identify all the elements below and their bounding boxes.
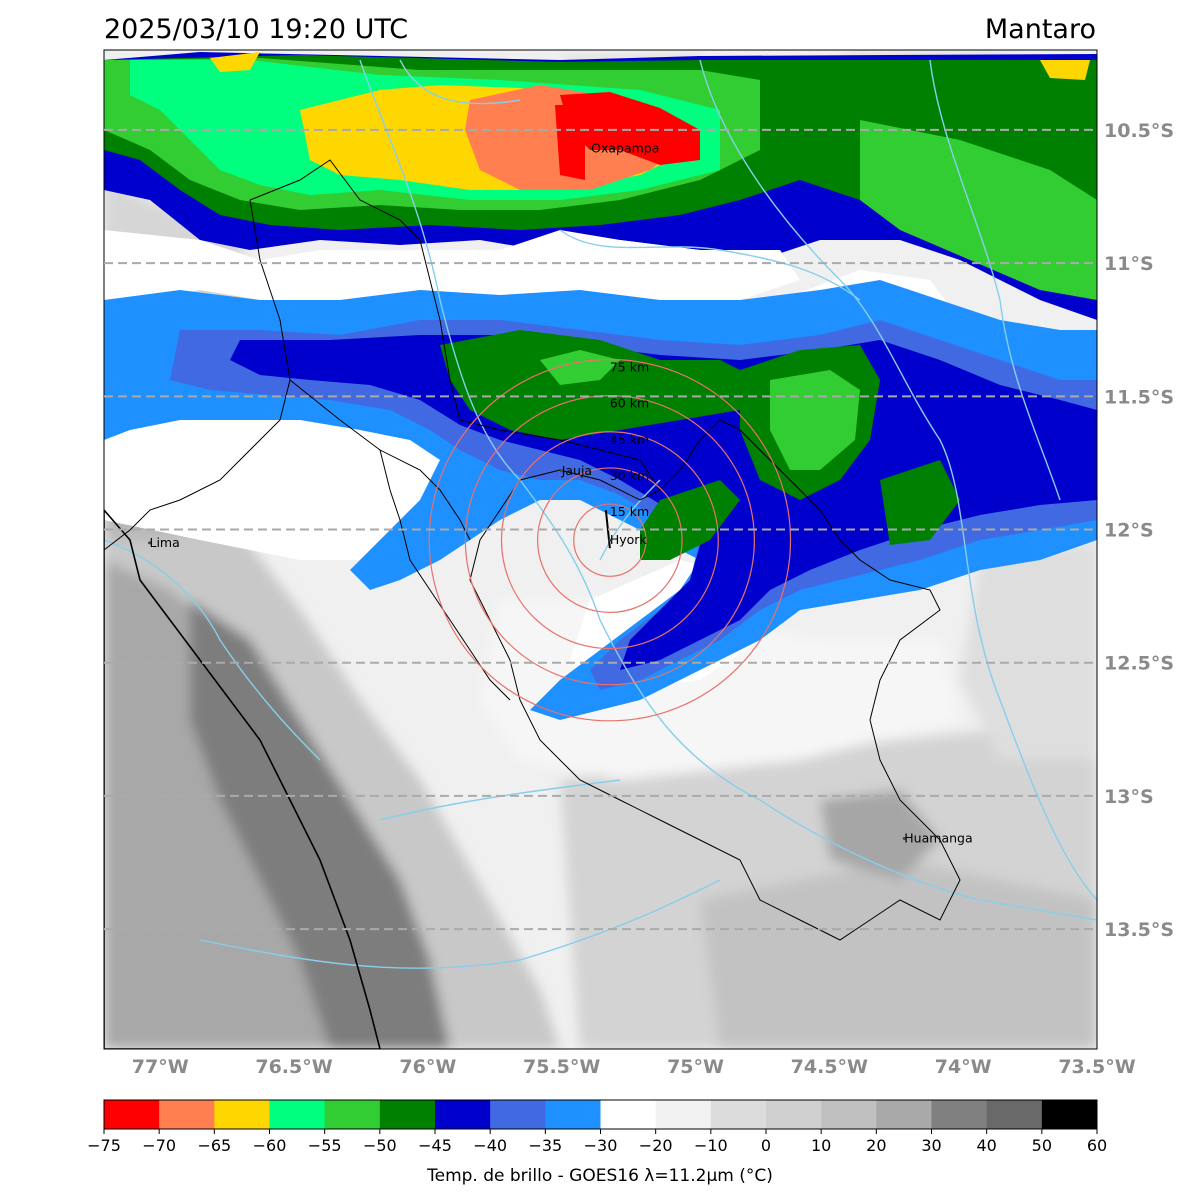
lat-tick-label: 12.5°S [1104, 653, 1174, 675]
lon-tick-label: 77°W [132, 1056, 189, 1078]
colorbar-tick-label: −45 [418, 1136, 452, 1155]
colorbar-tick-label: −70 [142, 1136, 176, 1155]
city-label: Lima [150, 535, 180, 550]
lon-tick-label: 73.5°W [1058, 1056, 1135, 1078]
colorbar-tick-label: −60 [253, 1136, 287, 1155]
colorbar-tick-label: 60 [1087, 1136, 1107, 1155]
city-dot [560, 469, 564, 473]
admin-borders [104, 159, 961, 941]
range-ring-label: 30 km [610, 468, 649, 483]
latitude-gridlines [104, 128, 1097, 931]
colorbar-swatch [214, 1100, 270, 1129]
temperature-colorbar: −75 −70 −65 −60 −55 −50 −45 −40 −35 −30 −20 −10 0 10 2… [87, 1099, 1107, 1155]
lon-tick-label: 76.5°W [255, 1056, 332, 1078]
city-label: Oxapampa [591, 141, 659, 156]
colorbar-tick-label: −65 [197, 1136, 231, 1155]
lon-tick-label: 74.5°W [791, 1056, 868, 1078]
colorbar-tick-label: 30 [921, 1136, 941, 1155]
range-ring [537, 467, 683, 614]
lon-tick-label: 75.5°W [523, 1056, 600, 1078]
lat-tick-label: 10.5°S [1104, 120, 1174, 142]
colorbar-tick-label: −20 [639, 1136, 673, 1155]
colorbar-swatch [600, 1100, 657, 1129]
range-ring [500, 431, 719, 650]
colorbar-swatch [379, 1100, 436, 1129]
lon-tick-label: 76°W [399, 1056, 456, 1078]
pacific-coastline [104, 508, 381, 1049]
latitude-labels: 10.5°S 11°S 11.5°S 12°S 12.5°S 13°S 13.5°S [1104, 120, 1174, 941]
range-ring [428, 358, 792, 722]
colorbar-tick-label: 40 [976, 1136, 996, 1155]
city-dot [902, 837, 906, 841]
radar-azimuth-marker [604, 510, 611, 549]
lat-tick-label: 13.5°S [1104, 919, 1174, 941]
range-ring-label: 15 km [610, 504, 649, 519]
colorbar-tick-label: −75 [87, 1136, 121, 1155]
colorbar-swatch [545, 1100, 601, 1129]
city-dot [589, 147, 593, 151]
colorbar-tick-label: 0 [761, 1136, 771, 1155]
colorbar-swatch [766, 1100, 822, 1129]
colorbar-swatch [710, 1100, 767, 1129]
colorbar-tick-label: 10 [811, 1136, 831, 1155]
convective-cloud-north [104, 52, 1097, 320]
colorbar-swatch [324, 1100, 381, 1129]
colorbar-swatch [821, 1100, 877, 1129]
lat-tick-label: 11°S [1104, 253, 1154, 275]
range-rings: 15 km 30 km 45 km 60 km 75 km [428, 358, 792, 722]
colorbar-tick-label: −30 [584, 1136, 618, 1155]
colorbar-tick-label: −10 [694, 1136, 728, 1155]
colorbar-swatch [931, 1100, 988, 1129]
brightness-temperature-field: 15 km 30 km 45 km 60 km 75 km Oxapampa Jauja H… [104, 50, 1097, 1049]
colorbar-swatch [876, 1100, 932, 1129]
range-ring-label: 60 km [610, 396, 649, 411]
colorbar-title: Temp. de brillo - GOES16 λ=11.2μm (°C) [426, 1166, 773, 1186]
lat-tick-label: 11.5°S [1104, 386, 1174, 408]
colorbar-swatch [490, 1100, 546, 1129]
colorbar-tick-label: −35 [528, 1136, 562, 1155]
colorbar-swatch [159, 1100, 215, 1129]
colorbar-swatch [104, 1100, 160, 1129]
convective-band-central [104, 280, 1097, 720]
range-ring-label: 45 km [610, 432, 649, 447]
colorbar-swatch [655, 1100, 712, 1129]
colorbar-swatch [986, 1100, 1043, 1129]
city-label: Hyork [610, 532, 648, 547]
colorbar-tick-label: −55 [308, 1136, 342, 1155]
colorbar-tick-label: 20 [866, 1136, 886, 1155]
colorbar-swatch [435, 1100, 491, 1129]
city-markers: Oxapampa Jauja Hyork Lima Huamanga [148, 141, 973, 846]
map-frame [103, 49, 1098, 1050]
colorbar-swatch [1041, 1100, 1098, 1129]
lat-tick-label: 13°S [1104, 786, 1154, 808]
lon-tick-label: 75°W [667, 1056, 724, 1078]
map-title-region: Mantaro [984, 14, 1096, 45]
longitude-labels: 77°W 76.5°W 76°W 75.5°W 75°W 74.5°W 74°W 73.5°W [132, 1056, 1136, 1078]
colorbar-tick-label: −50 [363, 1136, 397, 1155]
city-dot [148, 541, 152, 545]
colorbar-swatch [269, 1100, 326, 1129]
lon-tick-label: 74°W [935, 1056, 992, 1078]
range-ring-label: 75 km [610, 360, 649, 375]
range-ring [573, 503, 647, 577]
city-label: Jauja [561, 463, 592, 478]
city-label: Huamanga [904, 831, 972, 846]
colorbar-tick-label: −40 [473, 1136, 507, 1155]
city-dot [608, 538, 612, 542]
colorbar-tick-label: 50 [1032, 1136, 1052, 1155]
river-network [104, 59, 1097, 969]
map-title-datetime: 2025/03/10 19:20 UTC [104, 14, 409, 45]
lat-tick-label: 12°S [1104, 520, 1154, 542]
